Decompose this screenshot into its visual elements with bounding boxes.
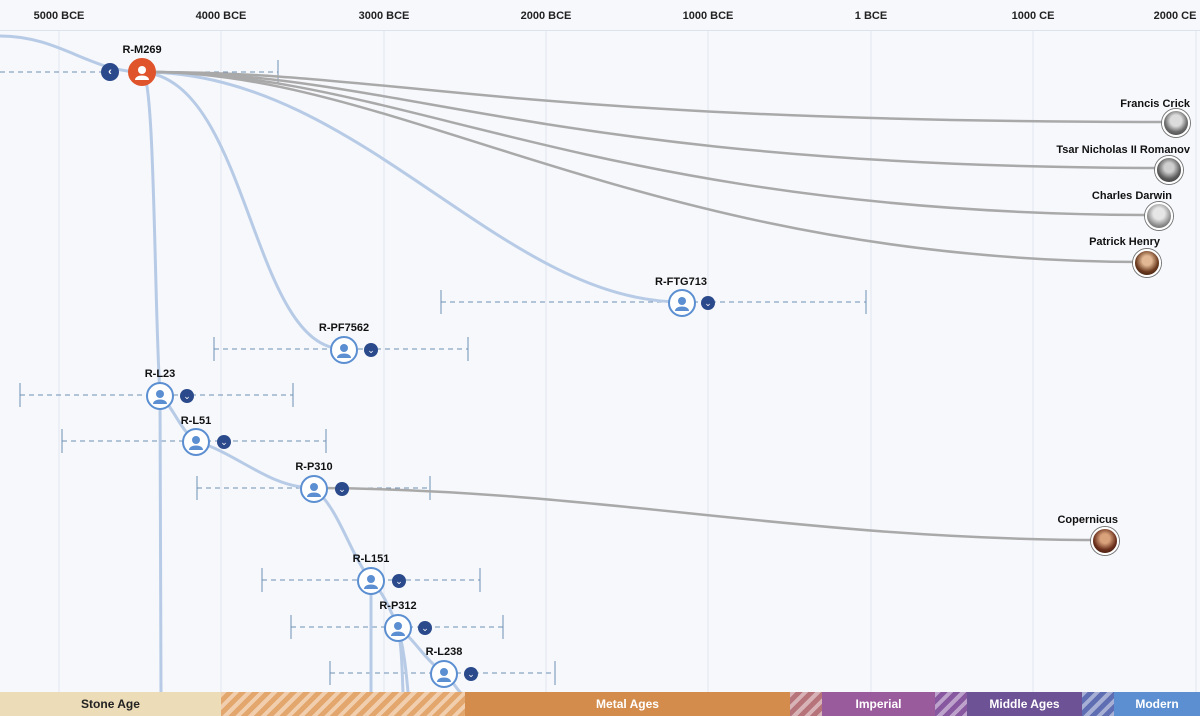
grid-lines [58, 30, 1197, 692]
expand-button-l51[interactable]: ⌄ [217, 435, 231, 449]
era-transition [221, 692, 465, 716]
portrait-copernicus[interactable] [1091, 527, 1119, 555]
era-label: Stone Age [81, 697, 140, 711]
era-label: Modern [1135, 697, 1179, 711]
expand-button-p312[interactable]: ⌄ [418, 621, 432, 635]
person-icon [153, 390, 167, 404]
haplogroup-label-p312: R-P312 [379, 600, 417, 612]
chevron-down-icon: ⌄ [338, 483, 346, 494]
portrait-nicholas[interactable] [1155, 156, 1183, 184]
chevron-down-icon: ⌄ [367, 344, 375, 355]
chevron-left-icon: ‹ [108, 66, 112, 78]
expand-button-l151[interactable]: ⌄ [392, 574, 406, 588]
expand-button-pf7562[interactable]: ⌄ [364, 343, 378, 357]
haplogroup-label-pf7562: R-PF7562 [318, 322, 370, 334]
tick-label: 5000 BCE [33, 10, 85, 22]
expand-button-p310[interactable]: ⌄ [335, 482, 349, 496]
era-metal-ages[interactable]: Metal Ages [465, 692, 790, 716]
haplogroup-node-l151[interactable] [357, 567, 385, 595]
portrait-darwin[interactable] [1145, 202, 1173, 230]
era-bar: Stone Age Metal Ages Imperial Middle Age… [0, 692, 1200, 716]
person-label-nicholas: Tsar Nicholas II Romanov [1056, 144, 1190, 156]
era-label: Metal Ages [596, 697, 659, 711]
person-label-henry: Patrick Henry [1089, 236, 1160, 248]
haplogroup-node-pf7562[interactable] [330, 336, 358, 364]
haplogroup-label-l23: R-L23 [144, 368, 176, 380]
haplogroup-label-p310: R-P310 [295, 461, 333, 473]
person-icon [189, 436, 203, 450]
error-bars [0, 71, 866, 674]
haplogroup-label-root: R-M269 [122, 44, 162, 56]
error-bar-caps [19, 60, 867, 685]
person-icon [675, 297, 689, 311]
person-icon [337, 344, 351, 358]
back-button[interactable]: ‹ [101, 63, 119, 81]
haplogroup-label-l151: R-L151 [352, 553, 390, 565]
era-label: Imperial [855, 697, 902, 711]
portrait-crick[interactable] [1162, 109, 1190, 137]
era-transition [935, 692, 967, 716]
time-axis: 5000 BCE 4000 BCE 3000 BCE 2000 BCE 1000… [0, 0, 1200, 31]
chevron-down-icon: ⌄ [395, 575, 403, 586]
chevron-down-icon: ⌄ [421, 622, 429, 633]
tick-label: 2000 CE [1153, 10, 1197, 22]
era-transition [790, 692, 822, 716]
lineage-lines [0, 34, 684, 694]
tick-label: 2000 BCE [520, 10, 572, 22]
haplogroup-label-l51: R-L51 [180, 415, 212, 427]
era-label: Middle Ages [989, 697, 1060, 711]
expand-button-l23[interactable]: ⌄ [180, 389, 194, 403]
haplogroup-label-ftg713: R-FTG713 [655, 276, 707, 288]
haplogroup-node-p310[interactable] [300, 475, 328, 503]
era-stone-age[interactable]: Stone Age [0, 692, 221, 716]
haplogroup-node-l23[interactable] [146, 382, 174, 410]
chevron-down-icon: ⌄ [183, 390, 191, 401]
person-icon [135, 66, 149, 80]
tick-label: 1000 CE [1011, 10, 1055, 22]
haplogroup-node-ftg713[interactable] [668, 289, 696, 317]
haplogroup-node-p312[interactable] [384, 614, 412, 642]
tick-label: 1 BCE [854, 10, 888, 22]
era-transition [1082, 692, 1114, 716]
haplogroup-label-l238: R-L238 [425, 646, 463, 658]
person-label-copernicus: Copernicus [1057, 514, 1118, 526]
person-icon [391, 622, 405, 636]
person-lines [149, 70, 1176, 542]
tick-label: 4000 BCE [195, 10, 247, 22]
person-icon [307, 483, 321, 497]
person-label-crick: Francis Crick [1120, 98, 1190, 110]
tick-label: 1000 BCE [682, 10, 734, 22]
expand-button-ftg713[interactable]: ⌄ [701, 296, 715, 310]
era-imperial[interactable]: Imperial [822, 692, 935, 716]
chevron-down-icon: ⌄ [467, 668, 475, 679]
haplogroup-node-l51[interactable] [182, 428, 210, 456]
expand-button-l238[interactable]: ⌄ [464, 667, 478, 681]
era-modern[interactable]: Modern [1114, 692, 1200, 716]
era-middle-ages[interactable]: Middle Ages [967, 692, 1082, 716]
portrait-henry[interactable] [1133, 249, 1161, 277]
person-icon [437, 668, 451, 682]
tick-label: 3000 BCE [358, 10, 410, 22]
chevron-down-icon: ⌄ [704, 297, 712, 308]
chevron-down-icon: ⌄ [220, 436, 228, 447]
person-icon [364, 575, 378, 589]
haplogroup-node-l238[interactable] [430, 660, 458, 688]
person-label-darwin: Charles Darwin [1091, 190, 1172, 202]
haplogroup-node-root[interactable] [128, 58, 156, 86]
